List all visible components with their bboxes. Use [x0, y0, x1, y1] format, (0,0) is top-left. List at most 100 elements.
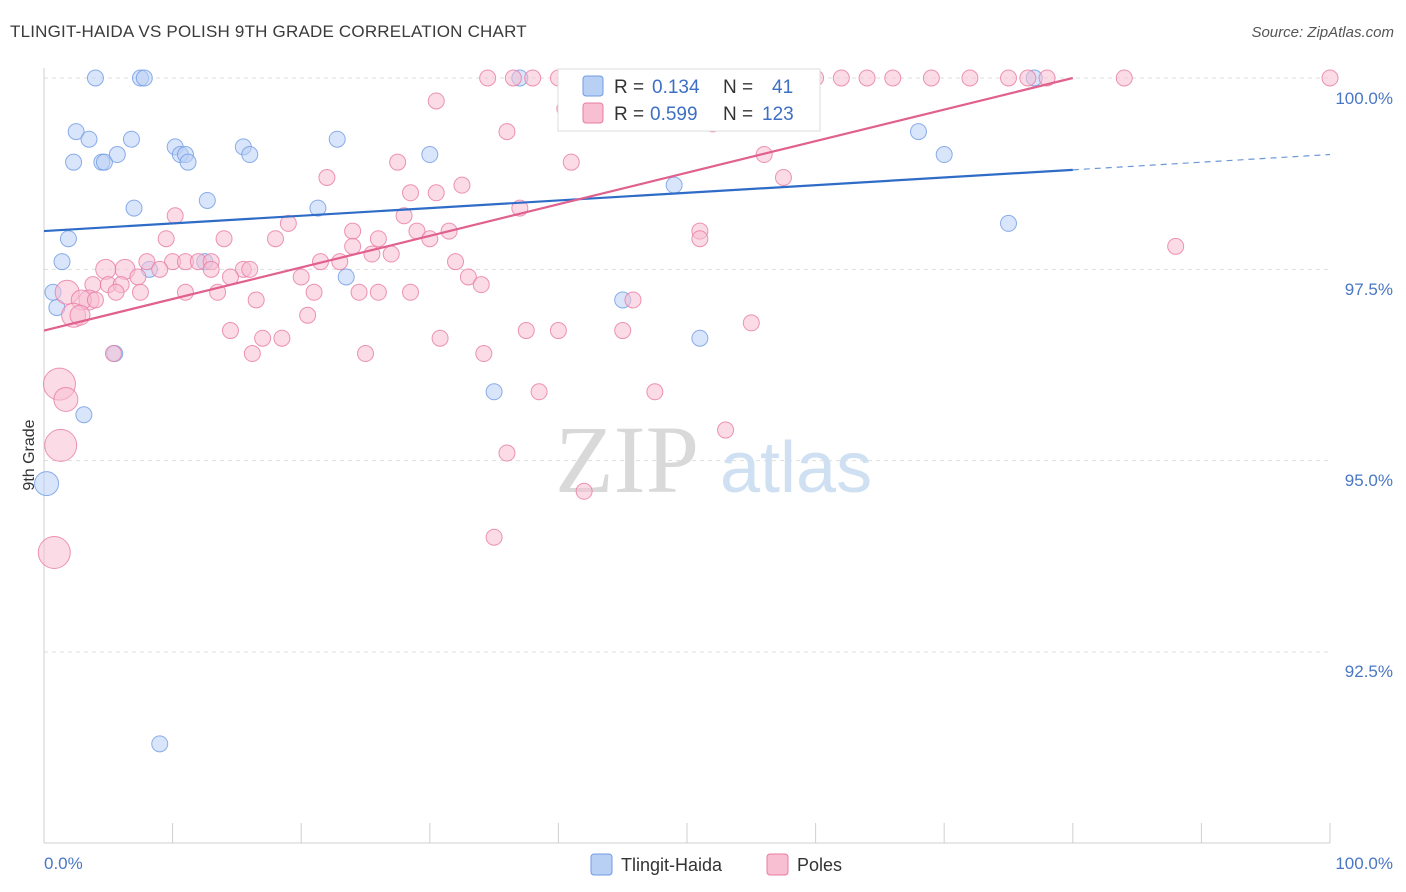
- legend-r-label-tlingit: R =: [614, 77, 644, 98]
- legend-r-value-poles: 0.599: [650, 104, 698, 125]
- poles-point-86: [402, 283, 420, 301]
- poles-point-35: [427, 184, 445, 202]
- poles-point-19: [1000, 69, 1017, 87]
- y-tick-label-92-5: 92.5%: [1345, 662, 1393, 681]
- y-tick-label-100: 100.0%: [1335, 89, 1393, 108]
- bottom-legend-swatch-tlingit: [590, 853, 613, 876]
- poles-point-103: [243, 345, 261, 363]
- poles-point-21: [1038, 69, 1056, 87]
- stats-legend: R = 0.134 N = 41 R = 0.599 N = 123: [557, 68, 821, 132]
- poles-point-15: [858, 69, 876, 87]
- legend-n-value-poles: 123: [762, 104, 794, 125]
- poles-point-17: [922, 69, 940, 87]
- poles-point-101: [742, 314, 760, 332]
- poles-point-71: [459, 268, 477, 286]
- poles-point-34: [402, 184, 420, 202]
- poles-point-100: [614, 322, 632, 340]
- poles-point-105: [475, 345, 493, 363]
- tlingit-point-5: [67, 123, 85, 141]
- tlingit-point-29: [337, 268, 355, 286]
- legend-n-label-tlingit: N =: [723, 77, 753, 98]
- poles-point-65: [129, 268, 147, 286]
- poles-point-52: [1167, 237, 1185, 255]
- poles-point-94: [221, 322, 239, 340]
- poles-point-84: [350, 283, 368, 301]
- tlingit-point-10: [95, 153, 113, 171]
- tlingit-point-11: [108, 146, 126, 164]
- tlingit-point-7: [122, 130, 140, 148]
- trend-lines: [43, 76, 1331, 332]
- poles-point-107: [53, 386, 79, 412]
- poles-point-82: [247, 291, 265, 309]
- legend-n-value-tlingit: 41: [772, 77, 793, 98]
- poles-point-104: [357, 345, 374, 363]
- poles-point-20: [1019, 69, 1037, 87]
- poles-point-111: [44, 428, 78, 462]
- tlingit-point-38: [691, 329, 709, 347]
- tlingit-point-22: [309, 199, 327, 217]
- poles-point-16: [884, 69, 902, 87]
- legend-r-label-poles: R =: [614, 104, 644, 125]
- bottom-legend-label-tlingit: Tlingit-Haida: [621, 855, 723, 875]
- poles-point-49: [344, 237, 362, 255]
- tlingit-point-31: [665, 176, 683, 194]
- bottom-legend-label-poles: Poles: [797, 855, 842, 875]
- tlingit-point-2: [135, 69, 153, 87]
- poles-point-99: [549, 322, 567, 340]
- poles-point-70: [292, 268, 310, 286]
- poles-point-36: [453, 176, 471, 194]
- poles-point-67: [202, 260, 220, 278]
- poles-point-63: [447, 253, 465, 271]
- poles-point-113: [575, 482, 593, 500]
- tlingit-trend-extension: [1072, 153, 1331, 171]
- tlingit-trend-line: [43, 168, 1073, 233]
- poles-point-79: [131, 283, 149, 301]
- poles-point-40: [279, 214, 297, 232]
- poles-point-33: [774, 168, 792, 186]
- tlingit-point-37: [485, 383, 503, 401]
- tlingit-point-20: [198, 191, 216, 209]
- poles-point-110: [717, 421, 735, 439]
- poles-point-115: [37, 536, 71, 570]
- poles-point-48: [421, 230, 439, 248]
- poles-point-89: [86, 291, 104, 309]
- tlingit-point-17: [241, 146, 259, 164]
- poles-point-97: [431, 329, 449, 347]
- watermark-zip: ZIP: [555, 406, 699, 513]
- tlingit-point-39: [34, 471, 60, 497]
- watermark-atlas: atlas: [720, 428, 872, 508]
- tlingit-point-33: [935, 146, 953, 164]
- chart-title: TLINGIT-HAIDA VS POLISH 9TH GRADE CORREL…: [10, 22, 527, 41]
- poles-point-31: [389, 153, 407, 171]
- poles-point-0: [479, 69, 497, 87]
- tlingit-point-8: [65, 153, 83, 171]
- tlingit-point-23: [59, 230, 77, 248]
- tlingit-point-19: [421, 146, 439, 164]
- poles-point-93: [299, 306, 317, 324]
- y-tick-label-97-5: 97.5%: [1345, 280, 1393, 299]
- poles-point-14: [832, 69, 850, 87]
- tlingit-point-21: [125, 199, 143, 217]
- legend-n-label-poles: N =: [723, 104, 753, 125]
- poles-point-108: [530, 383, 548, 401]
- poles-point-69: [241, 260, 259, 278]
- poles-point-95: [254, 329, 272, 347]
- tlingit-point-36: [75, 406, 93, 424]
- poles-point-24: [427, 92, 445, 110]
- legend-r-value-tlingit: 0.134: [652, 77, 700, 98]
- poles-point-62: [382, 245, 400, 263]
- tlingit-point-18: [328, 130, 346, 148]
- poles-point-22: [1115, 69, 1133, 87]
- tlingit-point-15: [179, 153, 197, 171]
- poles-point-30: [562, 153, 580, 171]
- tlingit-point-0: [86, 69, 104, 87]
- poles-point-83: [305, 283, 323, 301]
- tlingit-point-32: [909, 123, 927, 141]
- poles-point-51: [691, 230, 709, 248]
- axes: [43, 68, 1331, 844]
- tlingit-point-34: [1000, 214, 1017, 232]
- poles-point-112: [498, 444, 516, 462]
- poles-point-66: [151, 260, 169, 278]
- poles-point-46: [266, 230, 284, 248]
